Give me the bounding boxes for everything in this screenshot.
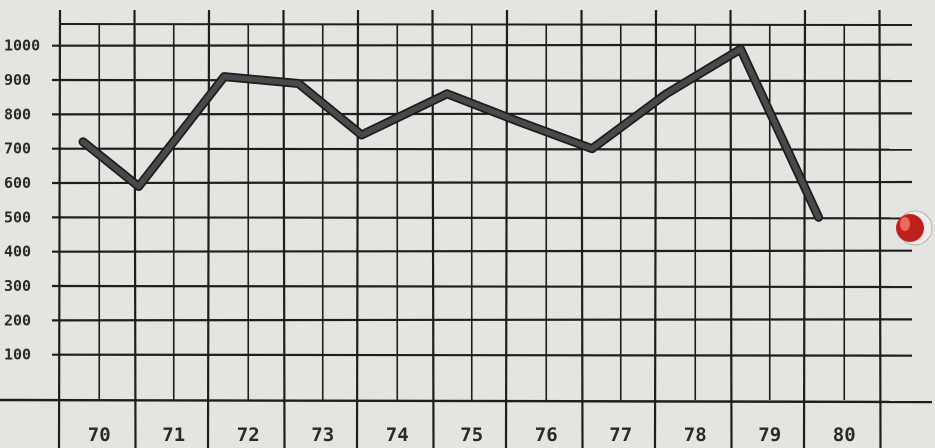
gridline-x-4 — [355, 9, 360, 448]
gridline-y-900 — [51, 78, 913, 83]
gridline-x-5 — [431, 9, 435, 448]
x-tick-label: 75 — [460, 424, 483, 446]
y-tick-label: 300 — [4, 277, 31, 295]
data-point — [815, 214, 822, 220]
data-point — [80, 139, 86, 145]
gridline-top — [59, 23, 913, 26]
data-point — [359, 132, 365, 138]
data-point — [663, 91, 669, 97]
x-tick-label: 78 — [684, 424, 707, 446]
data-point — [221, 73, 227, 80]
y-tick-label: 800 — [4, 105, 31, 123]
data-point — [737, 46, 744, 52]
y-tick-label: 1000 — [4, 37, 40, 55]
x-axis-ticks: 70 71 72 73 74 75 76 77 78 79 80 — [88, 424, 856, 446]
gridline-y-400 — [51, 249, 913, 253]
push-pin-icon — [896, 210, 933, 246]
gridline-y-100 — [51, 353, 913, 357]
gridline-x-6 — [504, 9, 509, 448]
gridline-y-1000 — [51, 43, 913, 47]
x-tick-label: 77 — [609, 424, 632, 446]
x-tick-label: 79 — [758, 424, 781, 446]
y-axis-ticks: 1000 900 800 700 600 500 400 300 200 100 — [4, 37, 40, 364]
grid — [0, 9, 933, 448]
y-tick-label: 400 — [4, 243, 31, 261]
gridline-x-0 — [57, 9, 62, 448]
x-tick-label: 71 — [162, 424, 185, 446]
data-point — [515, 118, 521, 124]
gridline-y-600 — [51, 180, 913, 185]
gridline-y-800 — [51, 112, 913, 116]
gridline-x-2 — [206, 9, 211, 448]
gridline-y-500 — [51, 216, 913, 220]
y-tick-label: 700 — [4, 140, 31, 158]
x-tick-label: 72 — [237, 424, 260, 446]
y-tick-label: 900 — [4, 71, 31, 89]
data-point — [136, 183, 142, 190]
series-line-group — [78, 44, 824, 222]
x-axis-line — [0, 398, 933, 404]
x-tick-label: 76 — [535, 424, 558, 446]
gridline-x-11 — [878, 9, 882, 448]
gridline-y-200 — [51, 318, 913, 322]
y-tick-label: 100 — [4, 346, 31, 364]
gridline-x-1 — [133, 9, 137, 448]
x-tick-label: 73 — [311, 424, 334, 446]
gridline-x-9 — [729, 9, 733, 448]
data-point — [589, 146, 595, 152]
gridline-x-8 — [653, 9, 658, 448]
data-point — [295, 80, 302, 87]
gridline-x-3 — [282, 9, 286, 448]
x-tick-label: 70 — [88, 424, 111, 446]
gridline-y-300 — [51, 284, 913, 289]
gridline-y-700 — [51, 147, 913, 151]
y-tick-label: 500 — [4, 208, 31, 226]
y-tick-label: 200 — [4, 311, 31, 329]
data-point — [444, 91, 450, 97]
x-tick-label: 74 — [386, 424, 409, 446]
y-tick-label: 600 — [4, 174, 31, 192]
x-tick-label: 80 — [833, 424, 856, 446]
gridline-x-7 — [580, 9, 584, 448]
gridline-x-10 — [802, 9, 807, 448]
